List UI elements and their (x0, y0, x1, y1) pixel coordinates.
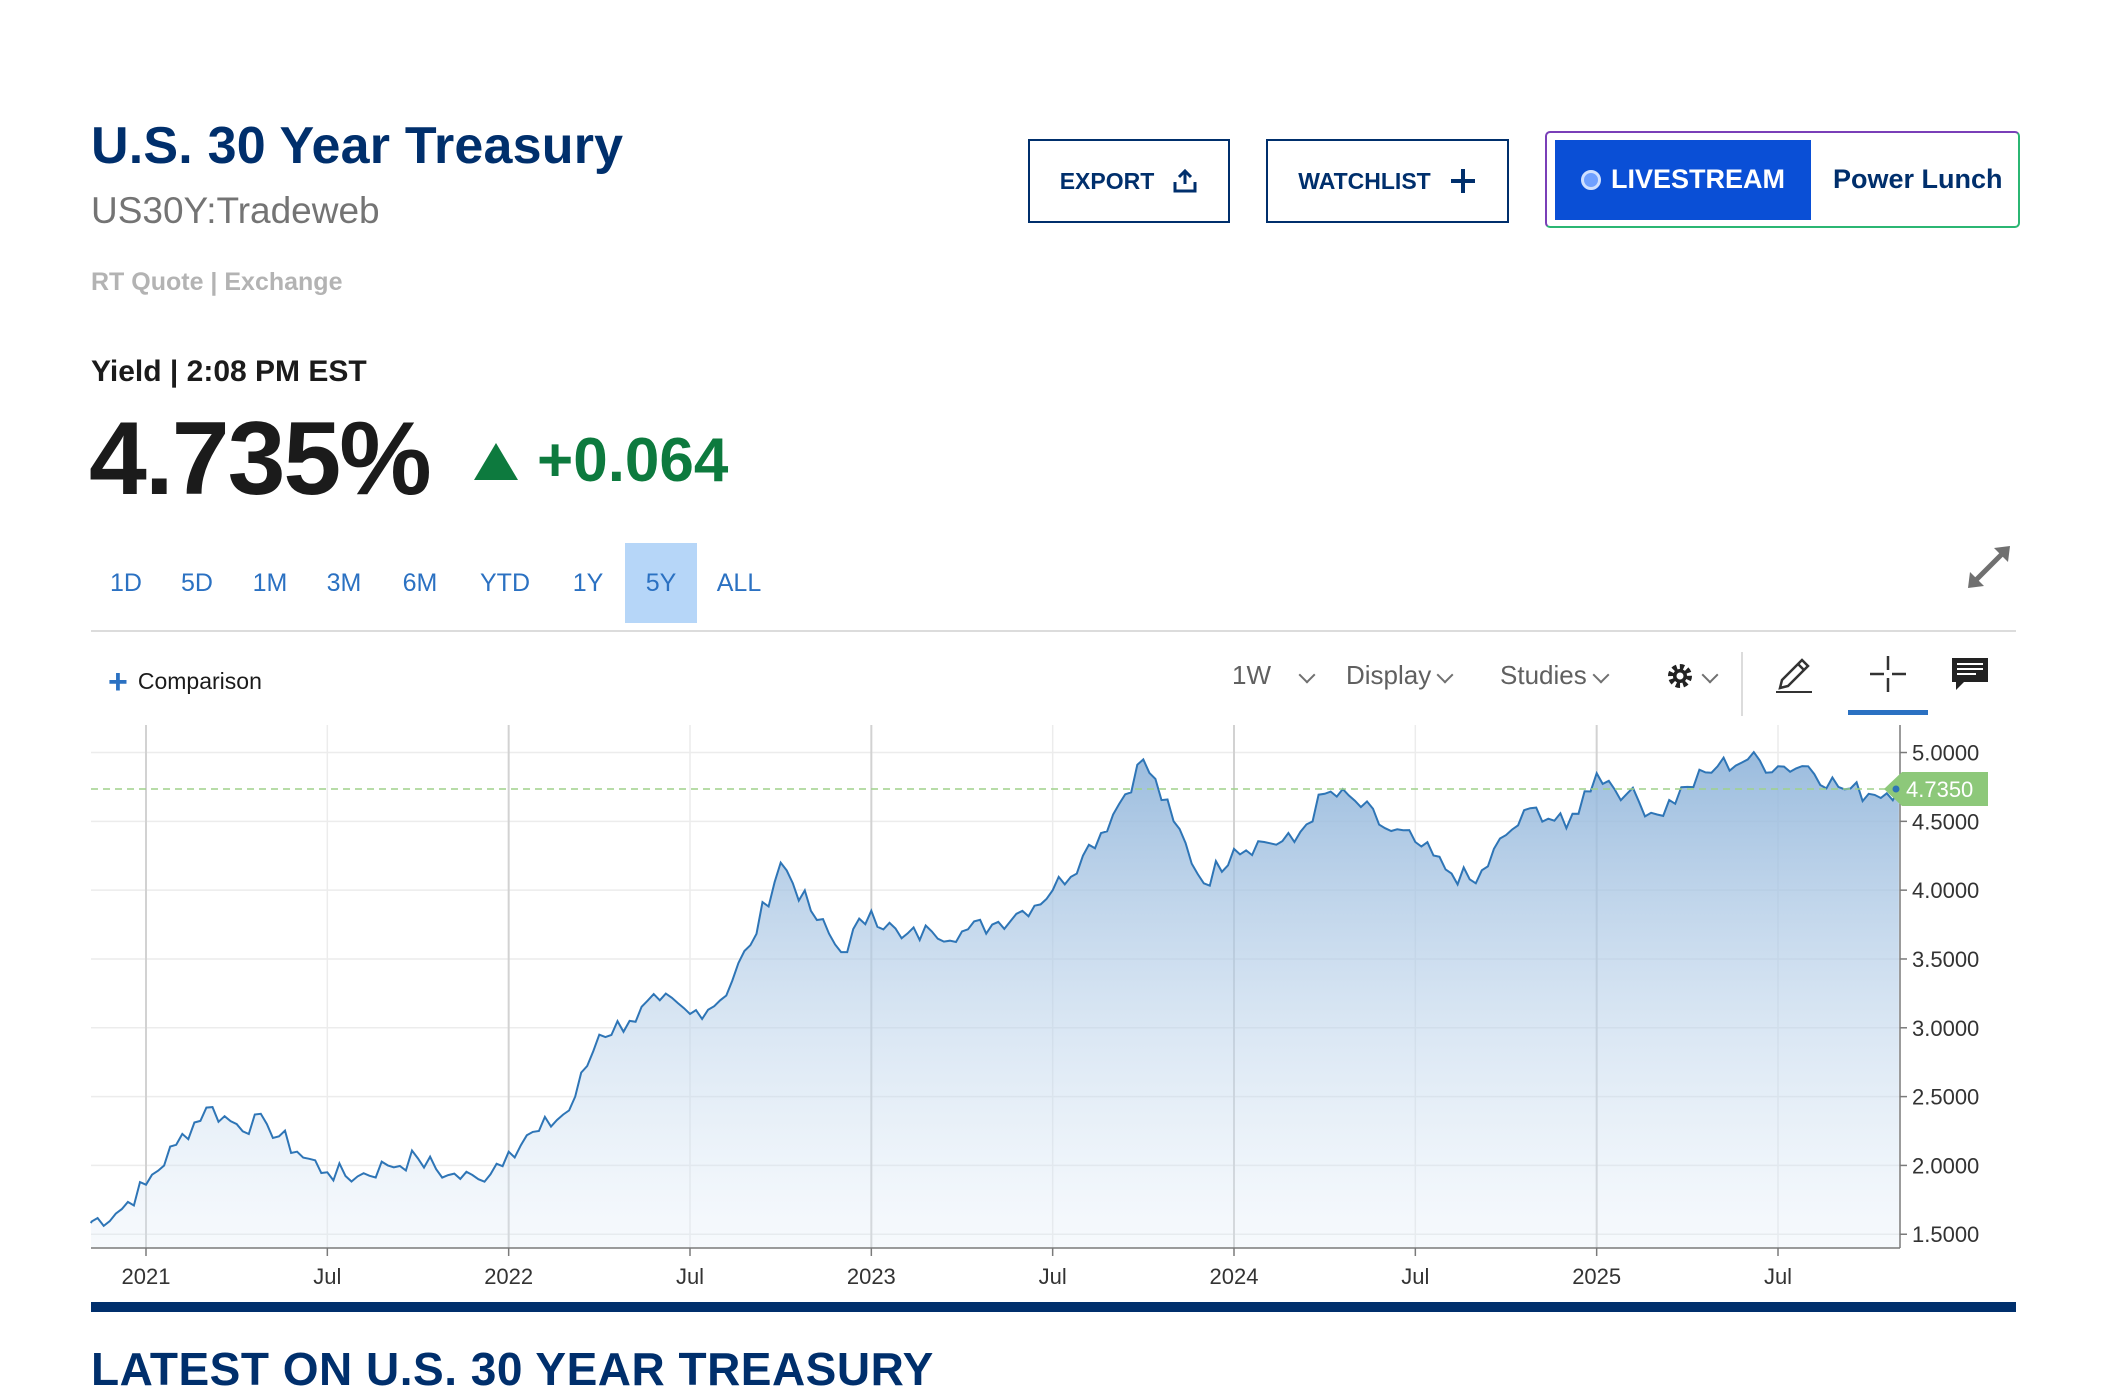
page-title: U.S. 30 Year Treasury (91, 117, 624, 175)
latest-heading: LATEST ON U.S. 30 YEAR TREASURY (91, 1343, 934, 1395)
plus-icon (1450, 169, 1475, 193)
range-tab-1d[interactable]: 1D (110, 568, 142, 597)
section-divider (91, 1302, 2016, 1312)
plus-icon: + (108, 662, 128, 701)
x-tick-label: Jul (1039, 1264, 1067, 1289)
comparison-label: Comparison (137, 668, 262, 694)
symbol-label: US30Y:Tradeweb (91, 190, 380, 231)
y-tick-label: 1.5000 (1912, 1222, 1979, 1247)
toolbar-separator (1741, 652, 1743, 716)
share-icon (1173, 168, 1197, 193)
pencil-icon[interactable] (1772, 652, 1816, 696)
range-tab-5d[interactable]: 5D (181, 568, 213, 597)
comparison-button[interactable]: + Comparison (108, 662, 262, 701)
export-button[interactable]: EXPORT (1028, 139, 1230, 223)
livestream-widget[interactable]: LIVESTREAM Power Lunch (1545, 131, 2020, 228)
x-tick-label: 2021 (122, 1264, 171, 1289)
settings-dropdown[interactable] (1664, 660, 1719, 692)
yield-time-label: Yield | 2:08 PM EST (91, 355, 367, 388)
range-tab-3m[interactable]: 3M (326, 568, 362, 597)
x-tick-label: Jul (1764, 1264, 1792, 1289)
current-value-label: 4.7350 (1906, 777, 1973, 802)
current-value-badge (1884, 771, 1988, 806)
watchlist-label: WATCHLIST (1298, 167, 1431, 194)
display-dropdown[interactable]: Display (1346, 660, 1454, 691)
divider (91, 630, 2016, 632)
export-label: EXPORT (1059, 167, 1155, 194)
range-tab-5y[interactable]: 5Y (625, 543, 697, 623)
yield-line (90, 750, 1900, 1228)
time-range-tabs: 1D 5D 1M 3M 6M YTD 1Y 5Y ALL (91, 543, 781, 623)
y-tick-label: 4.0000 (1912, 878, 1979, 903)
x-tick-label: 2023 (847, 1264, 896, 1289)
range-tab-1m[interactable]: 1M (252, 568, 288, 597)
range-tab-ytd[interactable]: YTD (480, 568, 530, 597)
range-tab-all[interactable]: ALL (716, 568, 762, 597)
price-change: +0.064 (537, 426, 729, 495)
y-tick-label: 2.0000 (1912, 1153, 1979, 1178)
x-tick-label: Jul (676, 1264, 704, 1289)
range-tab-1y[interactable]: 1Y (572, 568, 604, 597)
studies-dropdown[interactable]: Studies (1500, 660, 1610, 691)
up-arrow-icon (474, 443, 518, 480)
gear-icon (1668, 664, 1692, 688)
area-fill (91, 752, 1899, 1248)
y-tick-label: 3.5000 (1912, 947, 1979, 972)
expand-icon[interactable] (1962, 540, 2016, 594)
range-tab-6m[interactable]: 6M (402, 568, 438, 597)
display-label: Display (1346, 660, 1432, 690)
comment-icon[interactable] (1948, 652, 1992, 696)
livestream-button[interactable]: LIVESTREAM (1555, 139, 1811, 220)
price-value: 4.735% (89, 401, 432, 517)
x-tick-label: 2024 (1210, 1264, 1259, 1289)
active-tool-indicator (1848, 710, 1928, 715)
quote-source-label: RT Quote | Exchange (91, 268, 343, 296)
x-tick-label: 2022 (484, 1264, 533, 1289)
watchlist-button[interactable]: WATCHLIST (1266, 139, 1509, 223)
crosshair-icon[interactable] (1866, 652, 1910, 696)
current-value-dot (1892, 785, 1900, 793)
price-chart[interactable]: 5.0000 4.5000 4.0000 3.5000 3.0000 2.5000 2.00… (0, 0, 2103, 1300)
interval-label: 1W (1232, 660, 1271, 690)
livestream-label: LIVESTREAM (1610, 164, 1785, 194)
x-tick-label: 2025 (1572, 1264, 1621, 1289)
live-dot-icon (1580, 169, 1601, 190)
y-tick-label: 4.5000 (1912, 809, 1979, 834)
studies-label: Studies (1500, 660, 1587, 690)
x-tick-label: Jul (1401, 1264, 1429, 1289)
y-tick-label: 3.0000 (1912, 1016, 1979, 1041)
interval-dropdown[interactable]: 1W (1232, 660, 1316, 691)
x-tick-label: Jul (313, 1264, 341, 1289)
livestream-show-name[interactable]: Power Lunch (1833, 164, 2003, 194)
y-tick-label: 2.5000 (1912, 1085, 1979, 1110)
y-tick-label: 5.0000 (1912, 741, 1979, 766)
